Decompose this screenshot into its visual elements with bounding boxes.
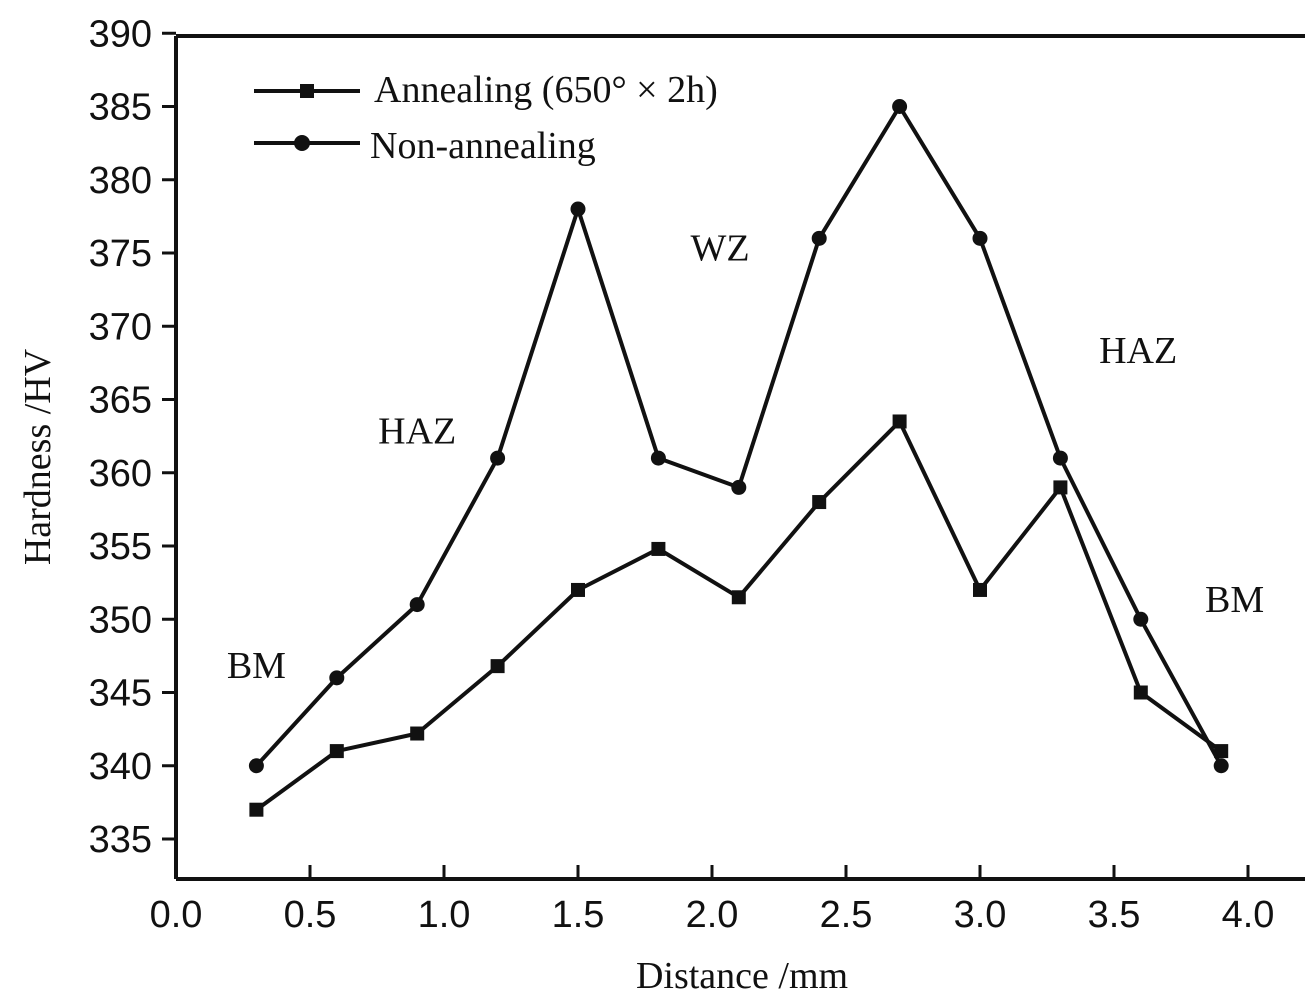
- region-label: HAZ: [378, 410, 456, 452]
- data-point-annealing: [1133, 685, 1148, 700]
- legend-label-non-annealing: Non-annealing: [370, 125, 596, 167]
- legend: Annealing (650° × 2h) Non-annealing: [254, 69, 718, 167]
- data-point-non-annealing: [892, 99, 908, 114]
- y-axis-ticks: 335 340 345 350 355 360 365 370 375 380 385 390: [89, 13, 176, 861]
- region-label: BM: [227, 645, 286, 687]
- region-label: HAZ: [1099, 330, 1177, 372]
- data-point-non-annealing: [409, 597, 425, 613]
- data-point-non-annealing: [1213, 758, 1229, 774]
- series-layer: [248, 99, 1229, 817]
- data-point-non-annealing: [570, 201, 586, 217]
- legend-item-annealing: Annealing (650° × 2h): [254, 69, 718, 111]
- data-point-annealing: [892, 414, 907, 429]
- x-tick-label: 1.5: [552, 894, 605, 936]
- x-tick-label: 4.0: [1222, 894, 1275, 936]
- x-tick-label: 3.0: [954, 894, 1007, 936]
- x-tick-label: 0.5: [284, 894, 337, 936]
- y-tick-label: 345: [89, 673, 152, 715]
- data-point-annealing: [410, 726, 425, 741]
- data-point-annealing: [249, 802, 264, 817]
- y-tick-label: 360: [89, 453, 152, 495]
- x-axis-title: Distance /mm: [636, 955, 848, 997]
- data-point-annealing: [1053, 480, 1068, 495]
- series-line-annealing: [255, 419, 1223, 812]
- x-tick-label: 1.0: [418, 894, 471, 936]
- legend-label-annealing: Annealing (650° × 2h): [374, 69, 718, 111]
- data-point-non-annealing: [1052, 450, 1068, 466]
- y-tick-label: 355: [89, 526, 152, 568]
- data-point-annealing: [571, 582, 585, 597]
- data-point-non-annealing: [650, 450, 666, 466]
- data-point-annealing: [329, 744, 344, 759]
- data-point-non-annealing: [490, 450, 506, 466]
- y-tick-label: 370: [89, 306, 152, 348]
- y-tick-label: 375: [89, 233, 152, 275]
- x-tick-label: 2.5: [820, 894, 873, 936]
- data-point-non-annealing: [972, 230, 988, 246]
- y-tick-label: 350: [89, 599, 152, 641]
- x-axis-ticks: 0.0 0.5 1.0 1.5 2.0 2.5 3.0 3.5 4.0: [150, 865, 1275, 936]
- data-point-non-annealing: [1133, 611, 1149, 627]
- x-tick-label: 2.0: [686, 894, 739, 936]
- legend-marker-non-annealing: [294, 135, 310, 151]
- data-point-non-annealing: [811, 230, 827, 246]
- data-point-non-annealing: [731, 479, 747, 495]
- data-point-annealing: [651, 541, 666, 556]
- region-label: WZ: [691, 227, 750, 269]
- data-point-annealing: [812, 495, 827, 510]
- data-point-annealing: [1214, 744, 1229, 759]
- region-label: BM: [1205, 579, 1264, 621]
- y-tick-label: 390: [89, 13, 152, 55]
- y-tick-label: 340: [89, 746, 152, 788]
- y-tick-label: 335: [89, 819, 152, 861]
- annotations: BM HAZ WZ HAZ BM: [227, 227, 1264, 687]
- legend-item-non-annealing: Non-annealing: [254, 125, 596, 167]
- y-tick-label: 385: [89, 87, 152, 129]
- legend-marker-annealing: [300, 84, 314, 98]
- data-point-annealing: [731, 590, 746, 605]
- data-point-annealing: [973, 582, 987, 597]
- y-axis-title: Hardness /HV: [17, 348, 59, 565]
- plot-frame: [174, 34, 1305, 881]
- data-point-non-annealing: [248, 758, 264, 774]
- data-point-annealing: [490, 659, 505, 674]
- y-tick-label: 380: [89, 160, 152, 202]
- y-tick-label: 365: [89, 380, 152, 422]
- x-tick-label: 0.0: [150, 894, 203, 936]
- data-point-non-annealing: [329, 670, 345, 686]
- x-tick-label: 3.5: [1088, 894, 1141, 936]
